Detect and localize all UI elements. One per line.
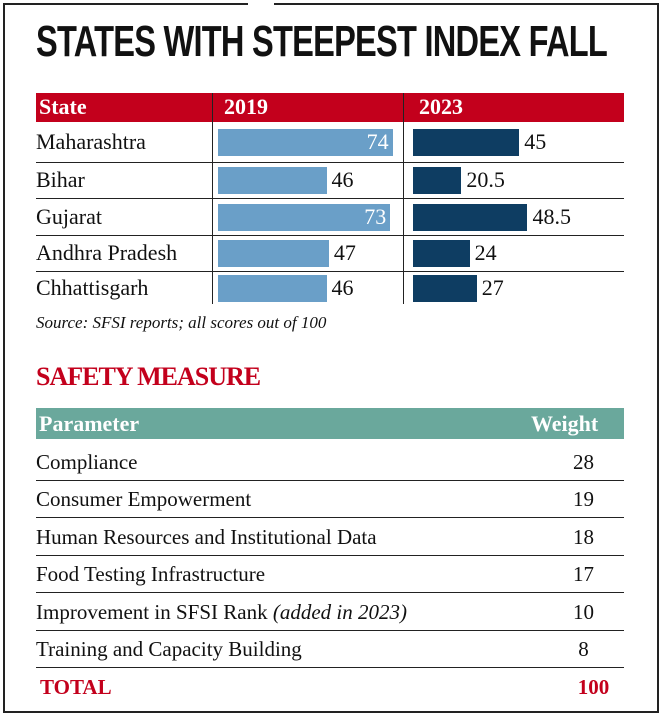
value-label-2023: 27	[481, 274, 504, 300]
bar-2023	[413, 240, 470, 267]
value-label-2019: 47	[333, 240, 356, 265]
frame-gap-bottom	[248, 707, 274, 711]
bar-2019	[218, 129, 393, 156]
source-note: Source: SFSI reports; all scores out of …	[36, 313, 327, 332]
parameter-note: (added in 2023)	[272, 600, 407, 624]
total-weight: 100	[577, 675, 610, 699]
parameter-name: Training and Capacity Building	[36, 637, 302, 662]
table-row: Gujarat 73 48.5	[36, 198, 624, 236]
header-2019: 2019	[224, 94, 268, 119]
value-label-2023: 24	[474, 240, 497, 265]
parameter-weight: 28	[573, 450, 594, 474]
table-row: Compliance 28	[36, 443, 624, 481]
header-parameter: Parameter	[39, 411, 140, 436]
value-label-2019: 46	[331, 274, 354, 300]
bar-2023	[413, 167, 462, 194]
parameter-label: Food Testing Infrastructure	[36, 562, 266, 586]
table-row: Food Testing Infrastructure 17	[36, 555, 624, 593]
parameter-weight: 19	[573, 487, 594, 511]
state-name: Maharashtra	[36, 129, 146, 154]
bar-2019	[218, 240, 329, 267]
parameter-name: Compliance	[36, 450, 137, 475]
value-label-2019: 73	[364, 203, 387, 229]
state-name: Chhattisgarh	[36, 274, 149, 300]
safety-table-header: Parameter Weight	[36, 408, 624, 439]
table-row: Chhattisgarh 46 27	[36, 271, 624, 304]
table-row: Human Resources and Institutional Data 18	[36, 518, 624, 556]
table-row: Maharashtra 74 45	[36, 122, 624, 163]
value-label-2023: 20.5	[466, 167, 505, 192]
frame-gap-top	[248, 2, 274, 6]
parameter-label: Compliance	[36, 450, 138, 474]
state-name: Andhra Pradesh	[36, 240, 178, 265]
bar-2019	[218, 203, 391, 231]
parameter-label: Improvement in SFSI Rank	[36, 600, 273, 624]
value-label-2019: 74	[366, 129, 389, 154]
bar-2019	[218, 167, 327, 194]
value-label-2019: 46	[331, 167, 354, 192]
value-label-2023: 48.5	[532, 203, 571, 229]
parameter-name: Improvement in SFSI Rank (added in 2023)	[36, 600, 407, 625]
parameter-label: Consumer Empowerment	[36, 487, 252, 511]
table-row: Consumer Empowerment 19	[36, 480, 624, 518]
header-state: State	[39, 94, 87, 119]
state-name: Gujarat	[36, 203, 102, 229]
parameter-weight: 17	[573, 562, 594, 586]
total-row: TOTAL 100	[36, 668, 624, 705]
bar-2023	[413, 203, 528, 231]
parameter-name: Human Resources and Institutional Data	[36, 525, 377, 550]
parameter-label: Human Resources and Institutional Data	[36, 525, 377, 549]
total-label: TOTAL	[40, 675, 112, 699]
state-name: Bihar	[36, 167, 85, 192]
bar-2019	[218, 274, 327, 302]
bar-2023	[413, 274, 477, 302]
table-row: Bihar 46 20.5	[36, 162, 624, 199]
chart-title: STATES WITH STEEPEST INDEX FALL	[36, 17, 608, 66]
header-2023: 2023	[419, 94, 463, 119]
table-row: Andhra Pradesh 47 24	[36, 235, 624, 272]
states-table-header: State 2019 2023	[36, 93, 624, 122]
parameter-name: Consumer Empowerment	[36, 487, 251, 512]
parameter-weight: 8	[578, 637, 589, 661]
parameter-weight: 18	[573, 525, 594, 549]
parameter-name: Food Testing Infrastructure	[36, 562, 265, 587]
parameter-weight: 10	[573, 600, 594, 624]
table-row: Training and Capacity Building 8	[36, 630, 624, 668]
safety-title: SAFETY MEASURE	[36, 362, 261, 391]
infographic-frame	[3, 3, 659, 713]
parameter-label: Training and Capacity Building	[36, 637, 302, 661]
value-label-2023: 45	[524, 129, 547, 154]
table-row: Improvement in SFSI Rank (added in 2023)…	[36, 593, 624, 631]
header-weight: Weight	[531, 411, 599, 436]
bar-2023	[413, 129, 520, 156]
